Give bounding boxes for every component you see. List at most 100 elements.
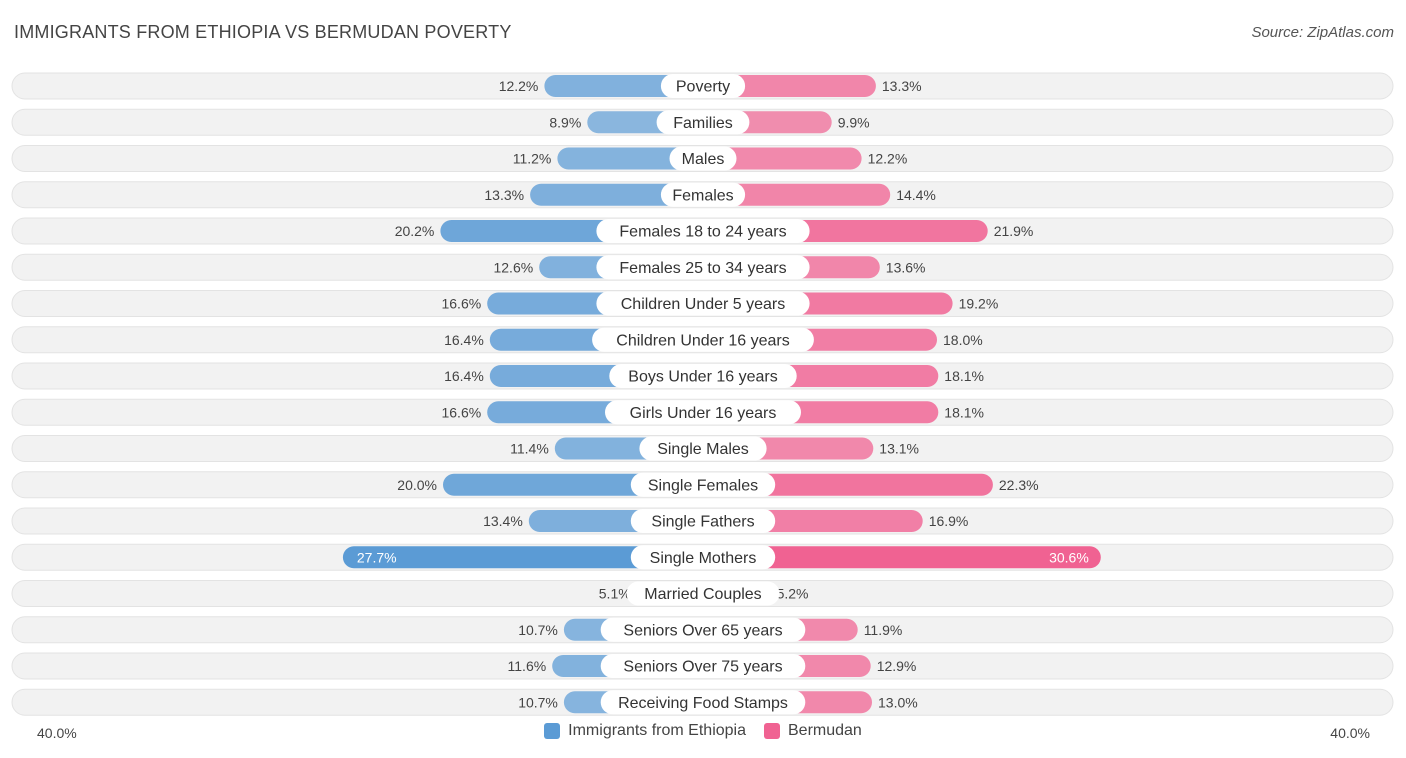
bar-bermudan[interactable] bbox=[703, 183, 891, 206]
category-label: Single Males bbox=[657, 441, 749, 458]
value-label-ethiopia: 16.6% bbox=[441, 404, 481, 420]
category-pill bbox=[626, 581, 780, 606]
category-pill bbox=[630, 509, 776, 533]
category-label: Boys Under 16 years bbox=[628, 369, 777, 386]
chart-row: 11.4% 13.1% Single Males bbox=[11, 435, 1394, 462]
category-pill bbox=[669, 146, 737, 171]
value-label-bermudan: 9.9% bbox=[838, 114, 870, 130]
bar-ethiopia[interactable] bbox=[342, 546, 703, 569]
category-label: Receiving Food Stamps bbox=[618, 695, 788, 712]
legend-item-bermudan[interactable]: Bermudan bbox=[764, 722, 862, 740]
category-pill bbox=[605, 400, 801, 425]
category-label: Single Fathers bbox=[651, 514, 754, 531]
category-label: Children Under 16 years bbox=[616, 332, 789, 349]
value-label-ethiopia: 12.6% bbox=[493, 259, 533, 275]
chart-row: 11.6% 12.9% Seniors Over 75 years bbox=[11, 652, 1394, 680]
chart-row: 20.0% 22.3% Single Females bbox=[11, 471, 1394, 499]
value-label-ethiopia: 11.2% bbox=[513, 151, 552, 167]
value-label-ethiopia: 27.7% bbox=[357, 549, 397, 565]
value-label-bermudan: 22.3% bbox=[999, 477, 1039, 493]
category-label: Poverty bbox=[676, 79, 730, 96]
bar-bermudan[interactable] bbox=[703, 473, 993, 496]
category-pill bbox=[630, 545, 776, 570]
category-pill bbox=[596, 219, 810, 243]
category-label: Males bbox=[682, 151, 725, 168]
value-label-bermudan: 12.2% bbox=[868, 151, 908, 167]
chart-row: 16.6% 18.1% Girls Under 16 years bbox=[11, 398, 1394, 426]
category-pill bbox=[660, 74, 746, 98]
category-pill bbox=[596, 291, 810, 316]
category-label: Children Under 5 years bbox=[621, 296, 786, 313]
value-label-ethiopia: 11.4% bbox=[510, 441, 549, 457]
chart-row: 16.4% 18.0% Children Under 16 years bbox=[11, 326, 1394, 354]
category-pill bbox=[656, 110, 750, 135]
category-label: Families bbox=[673, 115, 733, 132]
value-label-ethiopia: 20.2% bbox=[395, 223, 435, 239]
value-label-bermudan: 13.6% bbox=[886, 259, 926, 275]
diverging-bar-chart: 12.2% 13.3% Poverty 8.9% 9.9% Families 11.2% 12… bbox=[11, 72, 1394, 716]
value-label-ethiopia: 8.9% bbox=[549, 114, 581, 130]
chart-row: 16.6% 19.2% Children Under 5 years bbox=[11, 290, 1394, 317]
value-label-bermudan: 13.0% bbox=[878, 694, 918, 710]
legend-swatch-bermudan bbox=[764, 723, 780, 739]
value-label-ethiopia: 16.4% bbox=[444, 332, 484, 348]
value-label-bermudan: 16.9% bbox=[929, 513, 969, 529]
chart-row: 10.7% 11.9% Seniors Over 65 years bbox=[11, 616, 1394, 644]
chart-row: 20.2% 21.9% Females 18 to 24 years bbox=[11, 217, 1394, 245]
value-label-ethiopia: 11.6% bbox=[508, 658, 547, 674]
value-label-ethiopia: 13.4% bbox=[483, 513, 523, 529]
chart-row: 16.4% 18.1% Boys Under 16 years bbox=[11, 362, 1394, 390]
bar-bermudan[interactable] bbox=[703, 75, 876, 97]
value-label-ethiopia: 10.7% bbox=[518, 622, 558, 638]
category-pill bbox=[639, 436, 767, 461]
value-label-bermudan: 18.0% bbox=[943, 332, 983, 348]
legend-label-ethiopia: Immigrants from Ethiopia bbox=[568, 722, 746, 739]
value-label-bermudan: 18.1% bbox=[944, 368, 984, 384]
category-pill bbox=[609, 364, 797, 388]
bar-ethiopia[interactable] bbox=[557, 147, 703, 170]
chart-row: 12.2% 13.3% Poverty bbox=[11, 72, 1394, 100]
value-label-bermudan: 30.6% bbox=[1049, 549, 1089, 565]
axis-right-label: 40.0% bbox=[1330, 725, 1370, 741]
value-label-bermudan: 14.4% bbox=[896, 187, 936, 203]
chart-row: 8.9% 9.9% Families bbox=[11, 108, 1394, 136]
value-label-bermudan: 21.9% bbox=[994, 223, 1034, 239]
category-pill bbox=[600, 617, 806, 642]
chart-row: 12.6% 13.6% Females 25 to 34 years bbox=[11, 253, 1394, 281]
value-label-bermudan: 13.3% bbox=[882, 78, 922, 94]
category-label: Females 18 to 24 years bbox=[619, 224, 786, 241]
chart-row: 5.1% 5.2% Married Couples bbox=[11, 580, 1394, 607]
bar-bermudan[interactable] bbox=[703, 147, 862, 170]
value-label-ethiopia: 10.7% bbox=[518, 694, 558, 710]
category-label: Seniors Over 75 years bbox=[623, 659, 782, 676]
value-label-ethiopia: 16.4% bbox=[444, 368, 484, 384]
category-label: Married Couples bbox=[644, 586, 761, 603]
category-label: Females bbox=[672, 187, 733, 204]
category-pill bbox=[596, 255, 810, 280]
value-label-bermudan: 13.1% bbox=[879, 441, 919, 457]
value-label-bermudan: 19.2% bbox=[959, 296, 999, 312]
legend-item-ethiopia[interactable]: Immigrants from Ethiopia bbox=[544, 722, 746, 740]
value-label-ethiopia: 12.2% bbox=[499, 78, 539, 94]
legend-swatch-ethiopia bbox=[544, 723, 561, 739]
chart-row: 10.7% 13.0% Receiving Food Stamps bbox=[11, 688, 1394, 716]
bar-bermudan[interactable] bbox=[703, 546, 1101, 569]
value-label-ethiopia: 16.6% bbox=[441, 296, 481, 312]
category-pill bbox=[600, 690, 806, 715]
chart-row: 13.4% 16.9% Single Fathers bbox=[11, 507, 1394, 535]
category-label: Seniors Over 65 years bbox=[623, 622, 782, 639]
value-label-ethiopia: 20.0% bbox=[397, 477, 437, 493]
chart-row: 13.3% 14.4% Females bbox=[11, 181, 1394, 209]
value-label-bermudan: 18.1% bbox=[944, 404, 984, 420]
value-label-bermudan: 5.2% bbox=[777, 586, 809, 602]
category-label: Females 25 to 34 years bbox=[619, 260, 786, 277]
value-label-bermudan: 11.9% bbox=[864, 622, 903, 638]
value-label-ethiopia: 13.3% bbox=[484, 187, 524, 203]
chart-title: IMMIGRANTS FROM ETHIOPIA VS BERMUDAN POV… bbox=[14, 22, 512, 42]
legend: Immigrants from Ethiopia Bermudan bbox=[0, 722, 1406, 740]
bar-ethiopia[interactable] bbox=[530, 183, 703, 206]
category-label: Girls Under 16 years bbox=[630, 405, 777, 422]
axis-left-label: 40.0% bbox=[37, 725, 77, 741]
category-pill bbox=[630, 472, 776, 497]
chart-row: 27.7% 30.6% Single Mothers bbox=[11, 543, 1394, 571]
